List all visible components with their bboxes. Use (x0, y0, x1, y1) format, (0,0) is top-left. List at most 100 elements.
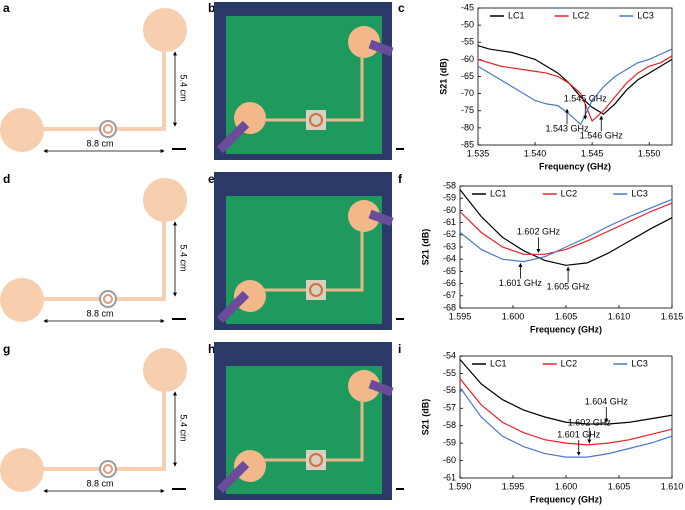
x-tick-label: 1.595 (449, 311, 472, 321)
x-tick-label: 1.605 (608, 481, 631, 491)
photo-coil-ring (309, 453, 323, 467)
legend-label: LC3 (631, 358, 648, 368)
y-axis-label: S21 (dB) (438, 58, 448, 95)
antenna-pad (0, 448, 44, 492)
series-line (477, 45, 673, 115)
y-axis-label: S21 (dB) (420, 229, 430, 266)
annotation-label: 1.601 GHz (557, 429, 601, 439)
height-label: 5.4 cm (179, 414, 189, 441)
y-tick-label: -59 (443, 193, 456, 203)
legend-label: LC3 (631, 188, 648, 198)
y-tick-label: -59 (443, 438, 456, 448)
y-tick-label: -58 (443, 420, 456, 430)
legend-label: LC1 (490, 358, 507, 368)
legend-label: LC2 (573, 10, 590, 20)
y-tick-label: -75 (461, 105, 474, 115)
x-axis-label: Frequency (GHz) (530, 324, 602, 334)
series-line (477, 48, 673, 126)
photo-trace (264, 56, 364, 122)
panel-label: a (3, 1, 10, 15)
antenna-pad (0, 108, 44, 152)
y-tick-label: -62 (443, 229, 456, 239)
trace (40, 50, 166, 131)
y-tick-label: -66 (443, 278, 456, 288)
antenna-pad (143, 348, 187, 392)
coil-inner (103, 294, 113, 304)
series-line (459, 359, 673, 425)
annotation-label: 1.601 GHz (499, 278, 543, 288)
x-tick-label: 1.545 (581, 148, 604, 158)
coil-outer (99, 290, 117, 308)
coil-outer (99, 120, 117, 138)
width-label: 8.8 cm (86, 478, 113, 488)
y-tick-label: -70 (461, 88, 474, 98)
x-tick-label: 1.540 (524, 148, 547, 158)
y-axis-label: S21 (dB) (420, 399, 430, 436)
photo-pad (348, 26, 380, 58)
panel-label: e (208, 172, 215, 186)
coil-inner (103, 124, 113, 134)
y-tick-label: -55 (461, 37, 474, 47)
series-line (477, 55, 673, 123)
probe (216, 290, 250, 324)
height-label: 5.4 cm (179, 74, 189, 101)
x-tick-label: 1.550 (638, 148, 661, 158)
y-tick-label: -64 (443, 254, 456, 264)
annotation-label: 1.543 GHz (545, 124, 589, 134)
y-tick-label: -80 (461, 122, 474, 132)
annotation-label: 1.545 GHz (564, 93, 608, 103)
panel-label: c (398, 1, 405, 15)
photo-pad (348, 370, 380, 402)
y-tick-label: -65 (461, 71, 474, 81)
probe (368, 379, 394, 397)
y-tick-label: -60 (443, 455, 456, 465)
panel-label: h (208, 342, 215, 356)
antenna-pad (0, 278, 44, 322)
annotation-label: 1.602 GHz (517, 227, 561, 237)
legend-label: LC2 (561, 188, 578, 198)
antenna-pad (143, 178, 187, 222)
x-tick-label: 1.615 (661, 311, 684, 321)
probe (216, 460, 250, 494)
series-line (459, 387, 673, 458)
y-tick-label: -54 (443, 350, 456, 360)
x-tick-label: 1.535 (467, 148, 490, 158)
y-tick-label: -67 (443, 290, 456, 300)
photo-coil-ring (309, 113, 323, 127)
x-axis-label: Frequency (GHz) (539, 161, 611, 171)
trace (40, 390, 166, 471)
probe (216, 120, 250, 154)
legend-label: LC3 (637, 10, 654, 20)
x-tick-label: 1.605 (555, 311, 578, 321)
plot-frame (459, 355, 673, 479)
trace (40, 220, 166, 301)
panel-label: g (3, 342, 10, 356)
x-tick-label: 1.600 (502, 311, 525, 321)
photo-pad (348, 200, 380, 232)
coil-outer (99, 460, 117, 478)
y-tick-label: -65 (443, 266, 456, 276)
y-tick-label: -45 (461, 2, 474, 12)
y-tick-label: -61 (443, 472, 456, 482)
annotation-label: 1.546 GHz (580, 131, 624, 141)
coil-inner (103, 464, 113, 474)
panel-label: d (3, 172, 10, 186)
x-tick-label: 1.595 (502, 481, 525, 491)
legend-label: LC1 (508, 10, 525, 20)
antenna-pad (143, 8, 187, 52)
series-line (459, 378, 673, 446)
legend-label: LC1 (490, 188, 507, 198)
photo-trace (264, 396, 364, 462)
y-tick-label: -63 (443, 241, 456, 251)
panel-label: f (398, 172, 403, 186)
series-line (459, 198, 673, 263)
y-tick-label: -56 (443, 385, 456, 395)
x-axis-label: Frequency (GHz) (530, 494, 602, 504)
legend-label: LC2 (561, 358, 578, 368)
photo-coil (306, 110, 326, 130)
y-tick-label: -68 (443, 302, 456, 312)
width-label: 8.8 cm (86, 138, 113, 148)
photo-coil (306, 450, 326, 470)
annotation-label: 1.605 GHz (547, 282, 591, 292)
